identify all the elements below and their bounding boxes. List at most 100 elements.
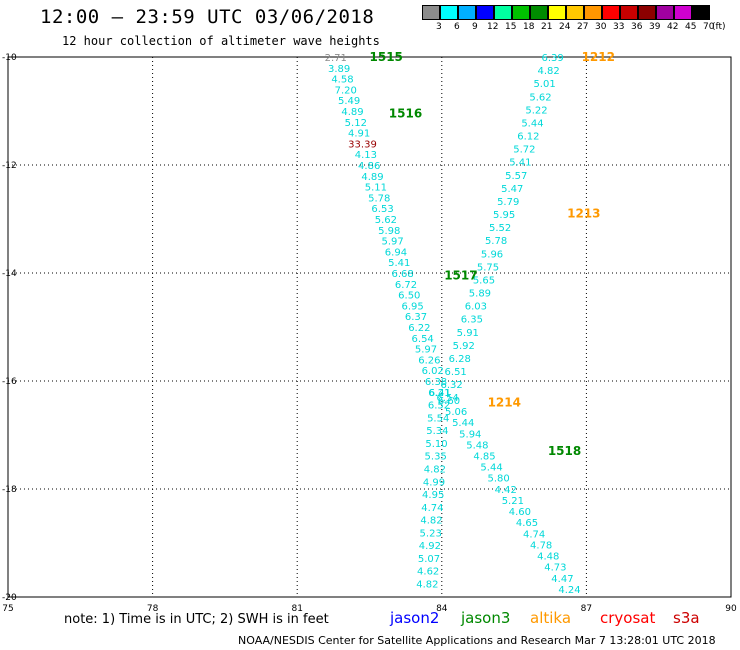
color-swatch xyxy=(692,5,710,20)
wave-height-value: 5.07 xyxy=(418,554,440,565)
pass-number-label: 1212 xyxy=(582,50,615,64)
legend-item-jason3: jason3 xyxy=(461,609,511,627)
y-tick-label: -20 xyxy=(2,593,17,603)
legend-item-altika: altika xyxy=(530,609,572,627)
wave-height-value: 5.57 xyxy=(505,171,527,182)
wave-height-value: 5.21 xyxy=(502,496,524,507)
wave-height-value: 6.26 xyxy=(418,355,440,366)
legend-item-jason2: jason2 xyxy=(390,609,440,627)
credit-footer: NOAA/NESDIS Center for Satellite Applica… xyxy=(238,634,716,647)
y-tick-label: -16 xyxy=(2,377,17,387)
color-swatch xyxy=(602,5,620,20)
wave-height-value: 4.60 xyxy=(509,507,531,518)
legend-item-cryosat: cryosat xyxy=(600,609,656,627)
wave-height-value: 6.72 xyxy=(395,280,417,291)
wave-height-value: 5.01 xyxy=(533,79,555,90)
color-swatch xyxy=(566,5,584,20)
color-scale-label: 39 xyxy=(649,22,661,32)
wave-height-value: 6.21 xyxy=(428,388,450,399)
wave-height-value: 5.23 xyxy=(420,528,442,539)
color-scale-label: 15 xyxy=(505,22,517,32)
y-tick-label: -12 xyxy=(2,161,17,171)
wave-height-value: 6.50 xyxy=(398,291,420,302)
wave-height-value: 4.85 xyxy=(473,451,495,462)
color-swatch xyxy=(656,5,674,20)
color-swatch xyxy=(494,5,512,20)
wave-height-value: 4.42 xyxy=(495,485,517,496)
wave-height-value: 6.02 xyxy=(422,366,444,377)
wave-height-value: 4.95 xyxy=(422,490,444,501)
x-tick-label: 90 xyxy=(725,604,737,614)
color-scale-unit: (ft) xyxy=(712,22,726,32)
pass-number-label: 1515 xyxy=(370,50,403,64)
wave-height-value: 3.89 xyxy=(328,64,350,75)
wave-height-value: 7.20 xyxy=(335,85,357,96)
color-swatch xyxy=(620,5,638,20)
color-scale-label: 9 xyxy=(472,22,478,32)
color-swatch xyxy=(422,5,440,20)
wave-height-value: 5.79 xyxy=(497,197,519,208)
wave-height-value: 5.95 xyxy=(493,210,515,221)
wave-height-value: 5.34 xyxy=(426,426,448,437)
wave-height-value: 6.03 xyxy=(465,302,487,313)
wave-height-value: 4.13 xyxy=(355,150,377,161)
wave-height-value: 5.62 xyxy=(375,215,397,226)
wave-height-value: 6.28 xyxy=(449,354,471,365)
wave-height-value: 6.37 xyxy=(405,312,427,323)
wave-height-value: 5.44 xyxy=(452,418,474,429)
wave-height-value: 4.78 xyxy=(530,540,552,551)
color-swatch xyxy=(458,5,476,20)
wave-height-value: 4.47 xyxy=(551,574,573,585)
wave-height-value: 5.06 xyxy=(445,407,467,418)
color-scale-label: 18 xyxy=(523,22,535,32)
wave-height-value: 5.52 xyxy=(489,223,511,234)
color-scale-label: 45 xyxy=(685,22,697,32)
color-swatch xyxy=(584,5,602,20)
wave-height-value: 5.78 xyxy=(368,193,390,204)
wave-height-value: 5.12 xyxy=(345,118,367,129)
wave-height-value: 4.82 xyxy=(416,580,438,591)
color-scale-label: 21 xyxy=(541,22,553,32)
color-scale-label: 70 xyxy=(703,22,715,32)
wave-height-value: 4.58 xyxy=(331,75,353,86)
color-swatch xyxy=(512,5,530,20)
wave-height-value: 4.74 xyxy=(523,529,545,540)
wave-height-value: 5.75 xyxy=(477,262,499,273)
wave-height-value: 5.72 xyxy=(513,145,535,156)
color-scale-label: 30 xyxy=(595,22,607,32)
wave-height-value: 6.54 xyxy=(412,334,434,345)
wave-height-value: 5.89 xyxy=(469,289,491,300)
color-scale-label: 6 xyxy=(454,22,460,32)
color-swatch xyxy=(530,5,548,20)
wave-height-value: 6.52 xyxy=(428,401,450,412)
wave-height-value: 5.80 xyxy=(488,474,510,485)
wave-height-value: 6.39 xyxy=(542,53,564,64)
wave-height-value: 4.62 xyxy=(417,567,439,578)
wave-height-value: 4.65 xyxy=(516,518,538,529)
page-title: 12:00 – 23:59 UTC 03/06/2018 xyxy=(40,6,375,28)
wave-height-value: 4.82 xyxy=(424,464,446,475)
wave-height-value: 5.41 xyxy=(509,158,531,169)
wave-height-value: 6.51 xyxy=(445,367,467,378)
plot-frame xyxy=(7,56,732,598)
wave-height-value: 4.89 xyxy=(361,172,383,183)
wave-height-value: 5.22 xyxy=(525,105,547,116)
color-scale-label: 27 xyxy=(577,22,589,32)
x-tick-label: 87 xyxy=(581,604,592,614)
wave-height-value: 5.78 xyxy=(485,236,507,247)
wave-height-value: 6.60 xyxy=(438,396,460,407)
wave-height-value: 4.48 xyxy=(537,552,559,563)
color-scale-label: 24 xyxy=(559,22,571,32)
color-swatch xyxy=(674,5,692,20)
x-tick-label: 84 xyxy=(436,604,448,614)
wave-height-value: 5.94 xyxy=(459,429,481,440)
color-swatch xyxy=(476,5,494,20)
wave-height-value: 5.54 xyxy=(427,413,449,424)
wave-height-value: 5.35 xyxy=(425,452,447,463)
wave-height-value: 5.44 xyxy=(521,118,543,129)
wave-height-value: 5.11 xyxy=(365,183,387,194)
wave-height-value: 4.99 xyxy=(423,477,445,488)
wave-height-value: 4.86 xyxy=(358,161,380,172)
color-scale-label: 3 xyxy=(436,22,442,32)
